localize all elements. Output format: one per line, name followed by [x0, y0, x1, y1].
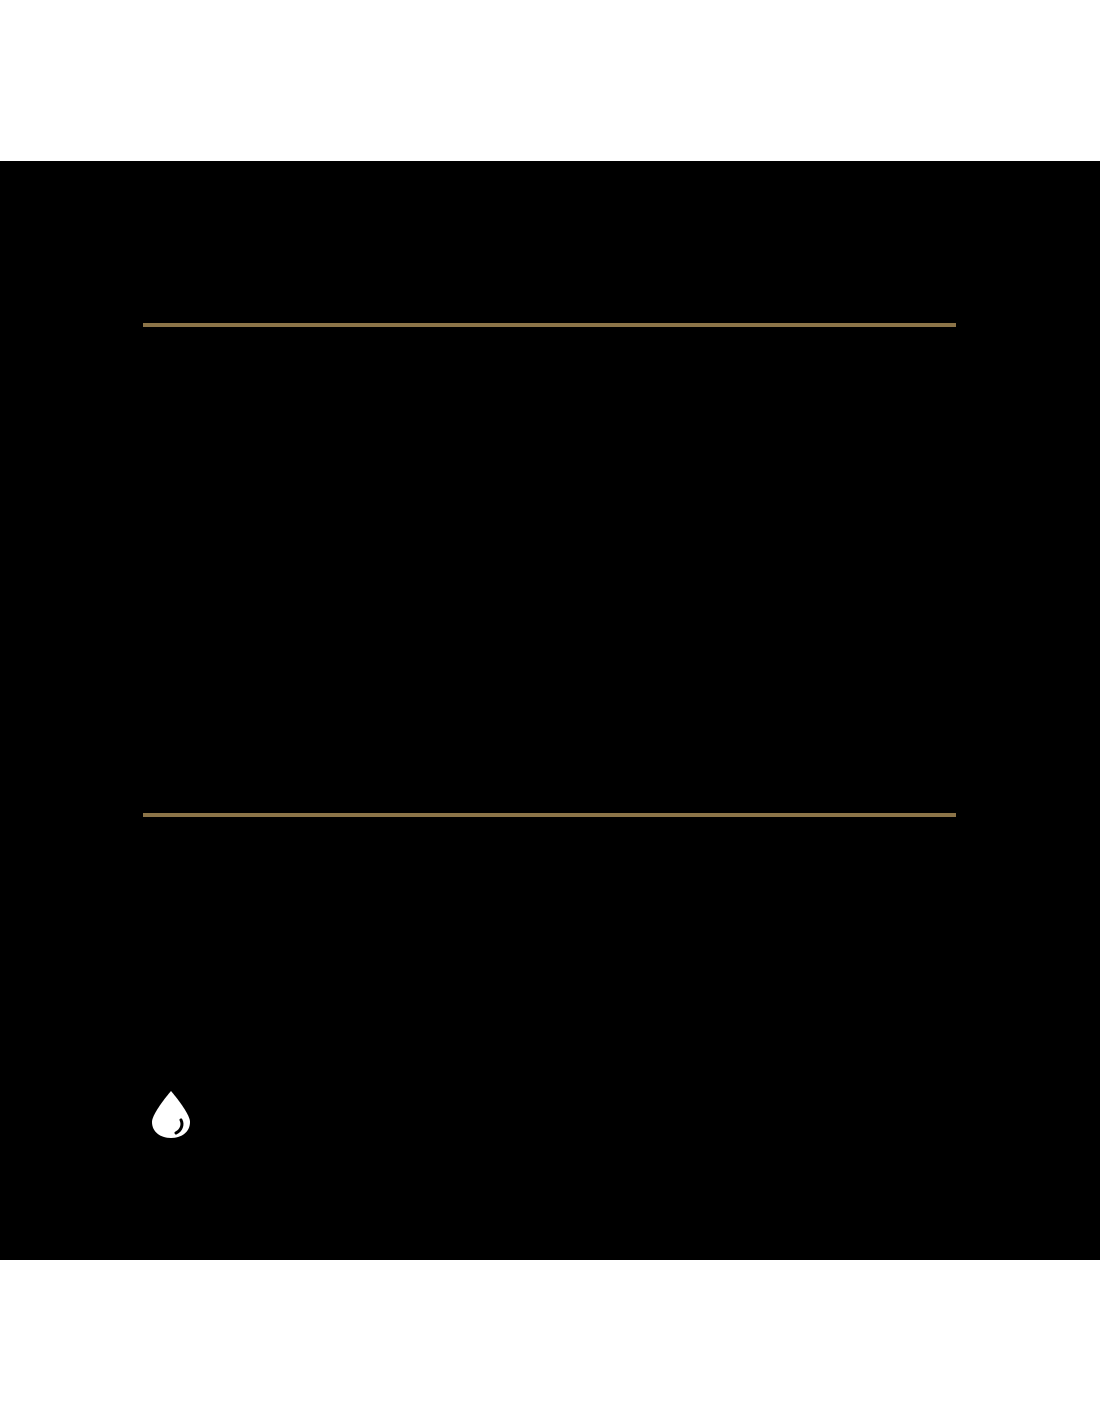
row-toy-size: Toy — [143, 463, 202, 507]
row-small-dry: ½ - ¾ — [552, 636, 640, 680]
row-small-can-only: 1 - 1¾ — [341, 636, 439, 680]
row-medium-dry: ¾ - 1½ — [552, 753, 660, 797]
row-medium-size: Medium — [143, 697, 273, 741]
row-small-size: Small — [143, 580, 235, 624]
row-small-weight: (5-10kg) — [143, 636, 275, 680]
column-header-can: Can — [341, 402, 406, 446]
top-divider — [143, 323, 956, 327]
dry-and-can-header: DRY & 400g CAN — [552, 341, 830, 385]
bottom-divider — [143, 813, 956, 817]
row-medium-weight: (10-25kg) — [143, 753, 295, 797]
row-medium-can: 1 - 1¾ — [796, 753, 894, 797]
row-toy-can-only: ⅓ - 1 — [341, 519, 420, 563]
water-note-line-1: Please ensure your dog is always — [212, 1092, 737, 1136]
disclaimer-line-3: and environmental factors. — [143, 1011, 558, 1055]
feeding-guide-panel — [0, 161, 1100, 1260]
row-toy-weight: (1-5kg) — [143, 519, 256, 563]
conversion-note: 1 cup (250ml) = 105g MY DOG® Dry — [143, 838, 719, 882]
can-only-header: CAN ONLY — [341, 341, 518, 385]
row-toy-dry: 10g - ½ Cup — [552, 519, 747, 563]
column-header-dog-size: Dog Size — [143, 402, 289, 446]
row-toy-can: ¼ - ½ — [796, 519, 884, 563]
column-header-cups-of-dry: Cups of Dry — [552, 402, 747, 446]
water-drop-icon — [152, 1091, 190, 1138]
disclaimer-line-2: vary depending on age, breed, activity l… — [143, 963, 821, 1007]
row-medium-can-only: 1¾ - 3½ — [341, 753, 468, 797]
page-title: Feeding Guide — [143, 240, 449, 296]
row-small-can: ½ - 1 — [796, 636, 875, 680]
water-note-line-2: provided with clean fresh water. — [143, 1140, 637, 1184]
column-header-can-mixed: Can — [796, 402, 861, 446]
disclaimer-line-1: This is a guide only. Individual needs m… — [143, 915, 792, 959]
